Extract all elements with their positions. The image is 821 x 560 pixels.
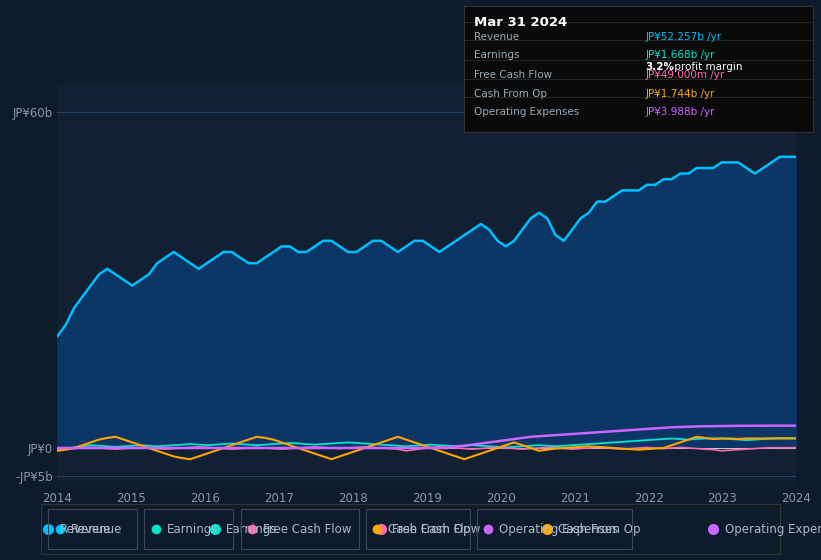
Text: JP¥49.000m /yr: JP¥49.000m /yr (645, 71, 725, 81)
Text: JP¥52.257b /yr: JP¥52.257b /yr (645, 32, 722, 42)
Text: Operating Expenses: Operating Expenses (724, 522, 821, 536)
Text: Earnings: Earnings (226, 522, 277, 536)
Text: 3.2%: 3.2% (645, 62, 674, 72)
Text: Operating Expenses: Operating Expenses (499, 522, 618, 536)
Text: JP¥3.988b /yr: JP¥3.988b /yr (645, 107, 715, 117)
Text: Operating Expenses: Operating Expenses (475, 107, 580, 117)
Text: Free Cash Flow: Free Cash Flow (392, 522, 480, 536)
Text: Cash From Op: Cash From Op (558, 522, 640, 536)
Text: Revenue: Revenue (60, 522, 111, 536)
Text: Cash From Op: Cash From Op (475, 88, 548, 99)
Text: Cash From Op: Cash From Op (388, 522, 470, 536)
Text: profit margin: profit margin (672, 62, 743, 72)
Text: Earnings: Earnings (475, 50, 520, 60)
Text: Revenue: Revenue (475, 32, 520, 42)
Text: Free Cash Flow: Free Cash Flow (475, 71, 553, 81)
Text: Free Cash Flow: Free Cash Flow (263, 522, 351, 536)
Text: Revenue: Revenue (71, 522, 122, 536)
Text: JP¥1.668b /yr: JP¥1.668b /yr (645, 50, 715, 60)
Text: Mar 31 2024: Mar 31 2024 (475, 16, 567, 29)
Text: JP¥1.744b /yr: JP¥1.744b /yr (645, 88, 715, 99)
Text: Earnings: Earnings (167, 522, 218, 536)
